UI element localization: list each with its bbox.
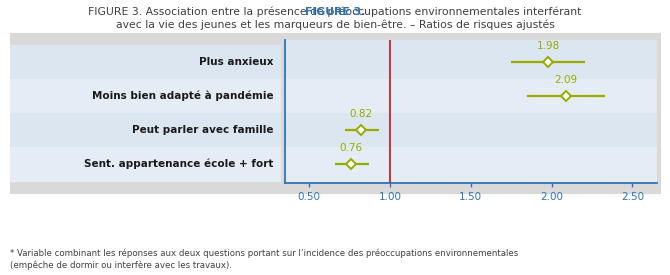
Bar: [10, 79, 281, 113]
Bar: [10, 147, 281, 181]
Text: Plus anxieux: Plus anxieux: [199, 57, 273, 67]
Bar: [285, 45, 657, 79]
Text: 1.98: 1.98: [537, 41, 560, 51]
Text: Peut parler avec famille: Peut parler avec famille: [132, 125, 273, 135]
Bar: [285, 147, 657, 181]
Bar: [285, 113, 657, 147]
Text: 0.82: 0.82: [349, 109, 373, 119]
Text: * Variable combinant les réponses aux deux questions portant sur l’incidence des: * Variable combinant les réponses aux de…: [10, 249, 519, 270]
Text: 0.76: 0.76: [340, 143, 362, 153]
Bar: [10, 113, 281, 147]
Bar: [285, 79, 657, 113]
Text: Sent. appartenance école + fort: Sent. appartenance école + fort: [84, 159, 273, 169]
Text: FIGURE 3. Association entre la présence de préoccupations environnementales inte: FIGURE 3. Association entre la présence …: [88, 7, 582, 30]
Bar: [10, 45, 281, 79]
Text: Moins bien adapté à pandémie: Moins bien adapté à pandémie: [92, 91, 273, 101]
Text: FIGURE 3.: FIGURE 3.: [305, 7, 365, 17]
Text: 2.09: 2.09: [555, 75, 578, 85]
